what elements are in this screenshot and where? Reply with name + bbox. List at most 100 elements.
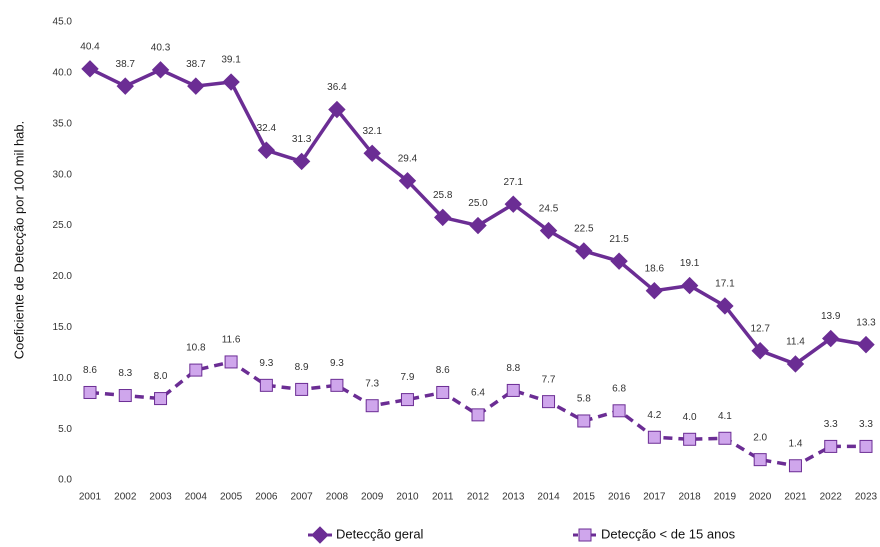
data-label: 7.9 <box>401 372 415 383</box>
data-label: 4.2 <box>647 410 661 421</box>
data-label: 9.3 <box>330 358 344 369</box>
data-point <box>645 281 664 300</box>
x-tick-label: 2019 <box>714 492 737 503</box>
data-label: 6.4 <box>471 388 485 399</box>
series-line <box>89 360 866 468</box>
data-label: 13.9 <box>821 311 841 322</box>
x-tick-label: 2003 <box>149 492 172 503</box>
data-point <box>434 208 452 227</box>
y-tick-label: 25.0 <box>53 220 73 231</box>
data-point <box>295 382 309 396</box>
data-point <box>788 459 802 473</box>
data-label: 8.6 <box>83 365 97 376</box>
data-point <box>363 144 381 163</box>
data-label: 19.1 <box>680 258 700 269</box>
x-tick-label: 2022 <box>820 492 843 503</box>
data-label: 8.8 <box>506 363 520 374</box>
data-label: 4.1 <box>718 411 732 422</box>
data-label: 22.5 <box>574 224 594 235</box>
data-label: 24.5 <box>539 203 559 214</box>
x-tick-label: 2012 <box>467 492 490 503</box>
data-label: 4.0 <box>683 412 697 423</box>
data-point <box>469 216 487 235</box>
y-tick-label: 40.0 <box>53 68 73 79</box>
data-point <box>506 383 520 397</box>
data-label: 29.4 <box>398 153 418 164</box>
y-tick-label: 5.0 <box>58 424 72 435</box>
data-label: 18.6 <box>645 263 665 274</box>
data-point <box>716 297 734 315</box>
data-point <box>612 404 626 418</box>
y-axis-label: Coeficiente de Detecção por 100 mil hab. <box>11 121 26 359</box>
data-point <box>187 77 205 95</box>
data-label: 17.1 <box>715 279 735 290</box>
data-point <box>222 73 240 91</box>
data-point <box>471 408 485 422</box>
data-label: 1.4 <box>789 438 803 449</box>
data-label: 6.8 <box>612 383 626 394</box>
data-point <box>680 276 699 295</box>
data-label: 8.3 <box>118 368 132 379</box>
x-tick-label: 2018 <box>679 492 702 503</box>
y-tick-label: 10.0 <box>53 373 73 384</box>
data-label: 12.7 <box>750 323 770 334</box>
x-tick-label: 2021 <box>784 492 807 503</box>
data-label: 8.0 <box>154 371 168 382</box>
x-tick-label: 2008 <box>326 492 349 503</box>
data-point <box>822 329 840 348</box>
data-point <box>189 363 203 377</box>
data-label: 38.7 <box>116 59 136 70</box>
data-point <box>328 100 346 119</box>
legend-marker <box>311 526 329 544</box>
data-point <box>330 378 344 392</box>
data-point <box>259 378 273 392</box>
data-point <box>857 335 875 354</box>
data-point <box>786 355 805 373</box>
data-point <box>577 414 591 428</box>
data-point <box>257 141 276 159</box>
x-tick-label: 2006 <box>255 492 278 503</box>
x-tick-label: 2013 <box>502 492 525 503</box>
data-point <box>751 342 769 360</box>
data-label: 32.4 <box>257 123 277 134</box>
data-label: 11.4 <box>786 337 805 348</box>
data-label: 25.8 <box>433 190 453 201</box>
legend-label: Detecção < de 15 anos <box>601 526 736 541</box>
data-label: 31.3 <box>292 134 312 145</box>
data-point <box>436 385 450 399</box>
data-label: 10.8 <box>186 343 206 354</box>
x-tick-label: 2023 <box>855 492 878 503</box>
data-point <box>859 439 873 453</box>
data-point <box>610 252 628 270</box>
data-point <box>365 399 379 413</box>
data-label: 39.1 <box>221 55 241 66</box>
data-label: 7.7 <box>542 374 556 385</box>
data-label: 25.0 <box>468 198 488 209</box>
data-label: 2.0 <box>753 432 767 443</box>
data-label: 38.7 <box>186 59 206 70</box>
legend-label: Detecção geral <box>336 526 424 541</box>
data-point <box>151 61 170 79</box>
data-point <box>718 431 732 445</box>
data-label: 3.3 <box>859 419 873 430</box>
data-label: 32.1 <box>362 126 382 137</box>
data-point <box>81 60 99 78</box>
data-point <box>539 221 558 240</box>
x-tick-label: 2015 <box>573 492 596 503</box>
data-point <box>292 152 311 171</box>
x-tick-label: 2009 <box>361 492 384 503</box>
y-tick-label: 45.0 <box>53 17 73 28</box>
y-tick-label: 0.0 <box>58 475 72 486</box>
data-label: 36.4 <box>327 82 347 93</box>
data-label: 3.3 <box>824 419 838 430</box>
x-tick-label: 2020 <box>749 492 772 503</box>
data-point <box>542 395 556 409</box>
data-point <box>824 439 838 453</box>
x-tick-label: 2010 <box>396 492 419 503</box>
x-tick-label: 2014 <box>537 492 560 503</box>
x-tick-label: 2004 <box>185 492 208 503</box>
data-point <box>83 385 97 399</box>
data-point <box>647 430 661 444</box>
data-point <box>575 242 593 260</box>
